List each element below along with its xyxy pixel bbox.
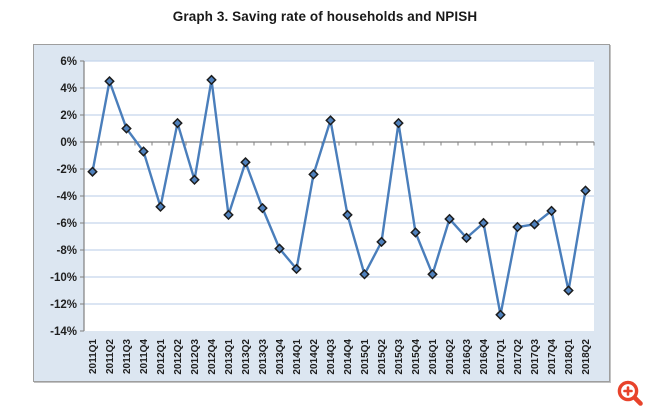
data-point-marker — [155, 201, 166, 213]
x-tick-label: 2015Q3 — [394, 339, 405, 375]
x-tick-label: 2016Q3 — [462, 339, 473, 375]
x-tick-label: 2014Q3 — [326, 339, 337, 375]
x-tick-label: 2011Q3 — [122, 339, 133, 374]
x-tick-label: 2011Q4 — [139, 339, 150, 374]
data-point-marker — [104, 75, 115, 87]
data-point-marker — [172, 117, 183, 129]
data-point-marker — [376, 236, 387, 248]
zoom-in-button[interactable] — [612, 376, 648, 412]
x-tick-label: 2017Q3 — [530, 339, 541, 375]
y-tick-label: -14% — [50, 326, 77, 338]
x-tick-label: 2013Q2 — [241, 339, 252, 375]
x-tick-label: 2012Q1 — [156, 339, 167, 375]
y-tick-label: -2% — [57, 164, 77, 176]
data-line — [91, 78, 587, 316]
x-tick-label: 2018Q1 — [564, 339, 575, 375]
data-point-marker — [257, 202, 268, 214]
x-tick-label: 2016Q1 — [428, 339, 439, 375]
data-point-marker — [563, 285, 574, 296]
data-point-marker — [529, 219, 540, 230]
x-tick-label: 2016Q4 — [479, 339, 490, 375]
data-point-marker — [393, 117, 404, 129]
y-tick-label: -6% — [57, 218, 77, 230]
x-tick-label: 2011Q1 — [88, 339, 99, 374]
x-tick-label: 2013Q4 — [275, 339, 286, 375]
data-point-marker — [461, 232, 472, 244]
x-tick-label: 2013Q3 — [258, 339, 269, 375]
x-tick-label: 2013Q1 — [224, 339, 235, 375]
data-point-marker — [206, 74, 217, 86]
data-point-marker — [410, 227, 421, 238]
magnifier-part — [632, 395, 643, 406]
data-point-marker — [427, 269, 438, 280]
y-tick-label: 0% — [60, 137, 77, 149]
x-tick-label: 2017Q2 — [513, 339, 524, 375]
x-tick-label: 2012Q2 — [173, 339, 184, 375]
y-tick-label: 2% — [60, 110, 77, 122]
saving-rate-line-chart: 6% 4% 2% 0% -2% -4% -6% -8% -10% -12% -14% 2011Q1 20… — [50, 56, 595, 375]
data-point-marker — [87, 166, 98, 177]
data-point-marker — [308, 169, 319, 180]
y-tick-label: -4% — [57, 191, 77, 203]
page-title: Graph 3. Saving rate of households and N… — [172, 9, 478, 24]
y-tick-label: 4% — [60, 83, 77, 95]
x-tick-label: 2012Q4 — [207, 339, 218, 375]
data-point-marker — [546, 205, 557, 217]
data-point-marker — [138, 146, 149, 157]
x-tick-label: 2014Q4 — [343, 339, 354, 375]
y-tick-label: -10% — [50, 272, 77, 284]
x-tick-label: 2015Q1 — [360, 339, 371, 375]
data-point-marker — [444, 213, 455, 225]
data-point-marker — [580, 185, 591, 196]
data-point-marker — [189, 174, 200, 186]
data-point-marker — [512, 221, 523, 233]
x-tick-label: 2014Q1 — [292, 339, 303, 375]
data-point-marker — [240, 156, 251, 168]
x-tick-label: 2018Q2 — [581, 339, 592, 375]
chart-container: 6% 4% 2% 0% -2% -4% -6% -8% -10% -12% -14% 2011Q1 20… — [33, 44, 610, 382]
magnifier-part — [617, 380, 639, 402]
y-tick-label: -12% — [50, 299, 77, 311]
x-tick-label: 2017Q1 — [496, 339, 507, 375]
x-tick-label: 2015Q2 — [377, 339, 388, 375]
data-point-marker — [291, 263, 302, 275]
magnifier-plus-icon — [617, 380, 643, 406]
data-point-marker — [359, 269, 370, 280]
x-tick-label: 2011Q2 — [105, 339, 116, 374]
data-point-marker — [121, 123, 132, 134]
data-point-marker — [342, 209, 353, 221]
data-point-marker — [495, 309, 506, 321]
x-tick-label: 2015Q4 — [411, 339, 422, 375]
data-point-marker — [478, 217, 489, 229]
x-tick-label: 2012Q3 — [190, 339, 201, 375]
data-point-marker — [274, 243, 285, 254]
y-tick-label: 6% — [60, 56, 77, 68]
y-tick-label: -8% — [57, 245, 77, 257]
x-tick-label: 2016Q2 — [445, 339, 456, 375]
data-point-marker — [223, 209, 234, 221]
x-tick-label: 2014Q2 — [309, 339, 320, 375]
data-point-marker — [325, 115, 336, 126]
x-tick-label: 2017Q4 — [547, 339, 558, 375]
